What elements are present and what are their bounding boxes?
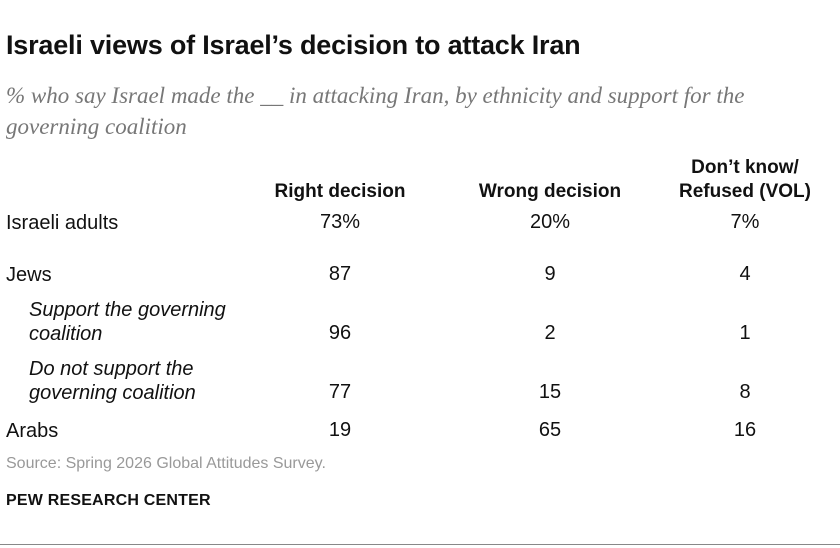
row-label-jews: Jews <box>6 264 52 286</box>
row-label-not-support-coalition: Do not support the governing coalition <box>29 358 196 404</box>
cell-not-support-coalition-wrong: 15 <box>538 381 562 403</box>
source-note: Source: Spring 2026 Global Attitudes Sur… <box>6 455 326 472</box>
cell-not-support-coalition-right: 77 <box>328 381 352 403</box>
cell-support-coalition-wrong: 2 <box>544 322 556 344</box>
cell-support-coalition-right: 96 <box>328 322 352 344</box>
column-header-dont-know: Don’t know/ Refused (VOL) <box>679 157 811 202</box>
row-label-support-coalition: Support the governing coalition <box>29 299 226 345</box>
chart-title: Israeli views of Israel’s decision to at… <box>6 30 581 60</box>
cell-not-support-coalition-dk: 8 <box>739 381 751 403</box>
cell-arabs-right: 19 <box>328 419 352 441</box>
cell-israeli-adults-wrong: 20% <box>529 211 571 233</box>
row-label-israeli-adults: Israeli adults <box>6 212 119 234</box>
cell-jews-wrong: 9 <box>544 263 556 285</box>
bottom-divider <box>0 544 840 545</box>
cell-support-coalition-dk: 1 <box>739 322 751 344</box>
cell-jews-dk: 4 <box>739 263 751 285</box>
cell-arabs-wrong: 65 <box>538 419 562 441</box>
column-header-right-decision: Right decision <box>274 181 406 202</box>
cell-jews-right: 87 <box>328 263 352 285</box>
cell-israeli-adults-dk: 7% <box>730 211 760 233</box>
column-header-wrong-decision: Wrong decision <box>478 181 622 202</box>
cell-israeli-adults-right: 73% <box>319 211 361 233</box>
cell-arabs-dk: 16 <box>733 419 757 441</box>
pew-credit: PEW RESEARCH CENTER <box>6 492 211 509</box>
chart-subtitle: % who say Israel made the __ in attackin… <box>6 83 745 139</box>
row-label-arabs: Arabs <box>6 420 59 442</box>
